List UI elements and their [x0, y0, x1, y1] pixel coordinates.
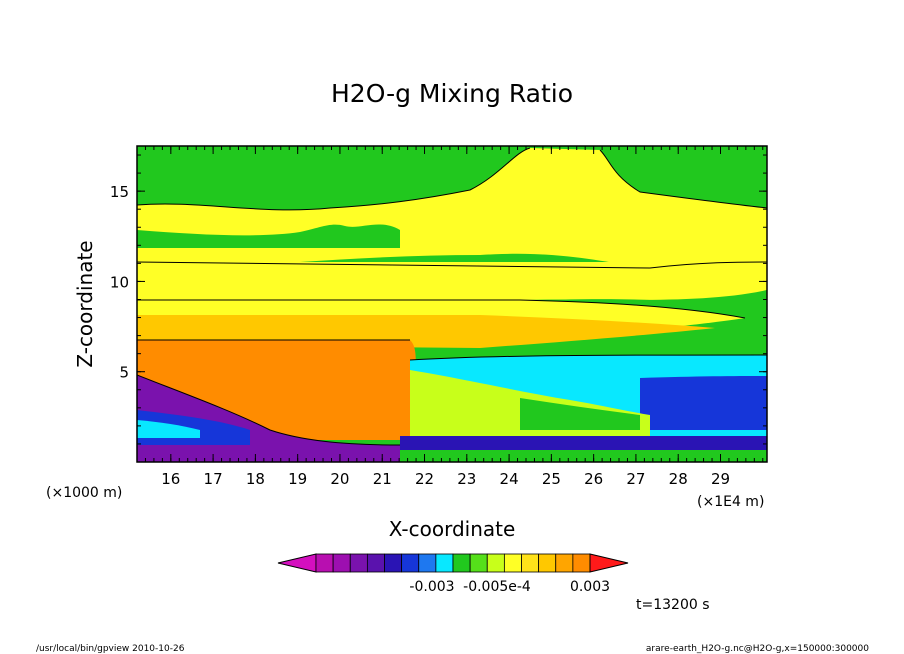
y-axis-label: Z-coordinate [73, 240, 97, 367]
x-tick-label: 19 [288, 470, 307, 488]
colorbar-label-2: -0.005e-4 [463, 579, 531, 595]
layer-yellow-lower [137, 262, 767, 302]
x-axis-label: X-coordinate [389, 517, 516, 541]
x-tick-label: 17 [204, 470, 223, 488]
colorbar-segment [315, 553, 334, 573]
colorbar-segment [366, 553, 385, 573]
colorbar-segment [384, 553, 403, 573]
layer-bottom-indigo [400, 436, 767, 450]
x-tick-label: 25 [542, 470, 561, 488]
x-tick-label: 29 [711, 470, 730, 488]
colorbar-label-3: 0.003 [570, 579, 610, 595]
x-unit-right: (×1E4 m) [697, 494, 764, 510]
chart-title: H2O-g Mixing Ratio [331, 79, 573, 108]
x-tick-label: 24 [500, 470, 519, 488]
x-unit-left: (×1000 m) [46, 485, 122, 501]
plot-area [136, 145, 768, 463]
x-tick-label: 20 [330, 470, 349, 488]
colorbar-segment [555, 553, 574, 573]
footer-right: arare-earth_H2O-g.nc@H2O-g,x=150000:3000… [646, 644, 869, 654]
colorbar-segment [332, 553, 351, 573]
x-tick-label: 28 [669, 470, 688, 488]
colorbar-segment [435, 553, 454, 573]
x-tick-label: 26 [584, 470, 603, 488]
layer-left-cyan [137, 420, 200, 438]
layer-green-wedge [520, 398, 640, 430]
x-tick-label: 18 [246, 470, 265, 488]
footer-left: /usr/local/bin/gpview 2010-10-26 [36, 644, 185, 654]
time-label: t=13200 s [636, 597, 710, 613]
colorbar-segment [349, 553, 368, 573]
x-axis: 16 17 18 19 20 21 22 23 24 25 26 27 28 29 [136, 146, 764, 488]
colorbar-high-triangle [589, 553, 629, 573]
y-tick-label: 5 [119, 364, 129, 382]
contour-lines [137, 147, 767, 446]
colorbar-segment [538, 553, 557, 573]
y-tick-label: 15 [110, 183, 129, 201]
x-tick-label: 27 [626, 470, 645, 488]
layer-blue [640, 376, 767, 430]
plot-frame [136, 145, 768, 463]
x-tick-label: 22 [415, 470, 434, 488]
colorbar-label-1: -0.003 [409, 579, 454, 595]
layer-green-strip [137, 224, 400, 248]
x-tick-label: 21 [373, 470, 392, 488]
colorbar-segment [418, 553, 437, 573]
y-axis: 5 10 15 [110, 154, 767, 445]
colorbar-segment [503, 553, 522, 573]
x-tick-label: 16 [161, 470, 180, 488]
colorbar-segment [401, 553, 420, 573]
colorbar-segment [452, 553, 471, 573]
x-tick-label: 23 [457, 470, 476, 488]
colorbar-segment [486, 553, 505, 573]
y-tick-label: 10 [110, 273, 129, 291]
colorbar-low-triangle [277, 553, 317, 573]
colorbar-segment [572, 553, 591, 573]
colorbar-segment [469, 553, 488, 573]
layer-orange [137, 340, 416, 440]
colorbar-segment [521, 553, 540, 573]
colorbar [277, 553, 629, 573]
